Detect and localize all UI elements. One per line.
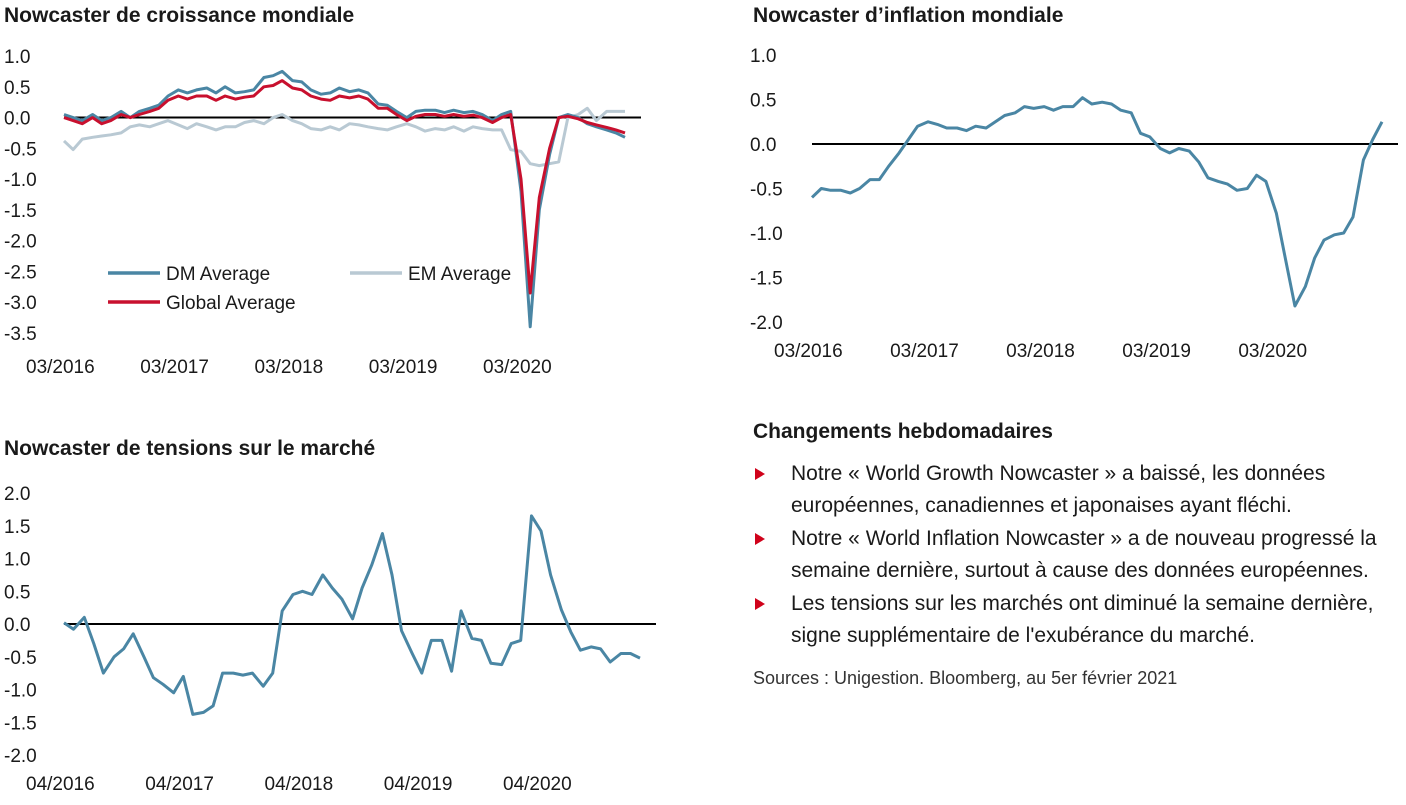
triangle-bullet-icon [755, 598, 765, 610]
y-tick-label: -0.5 [4, 139, 37, 160]
bullet-text: Notre « World Growth Nowcaster » a baiss… [791, 462, 1326, 517]
stress-series-line [63, 514, 641, 716]
source-note: Sources : Unigestion. Bloomberg, au 5er … [753, 668, 1178, 688]
y-tick-label: -1.5 [4, 713, 37, 734]
stress-chart: 2.0 1.5 1.0 0.5 0.0 -0.5 -1.0 -1.5 -2.0 04/2016 04… [4, 484, 656, 795]
triangle-bullet-icon [755, 533, 765, 545]
legend-label: DM Average [166, 264, 270, 285]
triangle-bullet-icon [755, 468, 765, 480]
x-tick-label: 03/2020 [483, 357, 552, 378]
x-tick-label: 04/2020 [503, 774, 572, 795]
y-tick-label: -2.0 [4, 746, 37, 767]
y-tick-label: -1.5 [4, 201, 37, 222]
y-tick-label: 1.0 [4, 550, 30, 571]
y-tick-label: -1.0 [4, 681, 37, 702]
y-tick-label: 0.0 [4, 109, 30, 130]
bullet-text: Les tensions sur les marchés ont diminué… [791, 592, 1374, 647]
x-tick-label: 03/2017 [890, 341, 959, 362]
x-tick-label: 04/2018 [265, 774, 334, 795]
x-tick-label: 04/2017 [145, 774, 214, 795]
x-tick-label: 03/2019 [369, 357, 438, 378]
y-tick-label: -0.5 [4, 648, 37, 669]
x-tick-label: 03/2020 [1238, 341, 1307, 362]
y-tick-label: 1.0 [4, 47, 30, 68]
y-tick-label: 1.5 [4, 517, 30, 538]
y-tick-label: 0.5 [4, 582, 30, 603]
x-tick-label: 04/2016 [26, 774, 95, 795]
inflation-chart-title: Nowcaster d’inflation mondiale [753, 4, 1064, 27]
weekly-changes-heading: Changements hebdomadaires [753, 420, 1053, 443]
y-tick-label: 0.5 [750, 91, 776, 112]
y-tick-label: 0.0 [750, 135, 776, 156]
x-tick-label: 03/2016 [774, 341, 843, 362]
x-tick-label: 04/2019 [384, 774, 453, 795]
growth-chart: 1.0 0.5 0.0 -0.5 -1.0 -1.5 -2.0 -2.5 -3.0 -3.5 03/… [4, 47, 641, 378]
em-average-series-line [62, 106, 625, 168]
legend-label: Global Average [166, 293, 296, 314]
list-item: Les tensions sur les marchés ont diminué… [753, 588, 1403, 652]
x-tick-label: 03/2016 [26, 357, 95, 378]
y-tick-label: 1.0 [750, 46, 776, 67]
inflation-series-line [810, 96, 1384, 308]
x-tick-label: 03/2018 [255, 357, 324, 378]
weekly-changes-panel: Changements hebdomadaires Notre « World … [753, 420, 1403, 689]
global-average-series-line [63, 79, 626, 295]
y-tick-label: -2.0 [750, 313, 783, 334]
y-tick-label: -3.5 [4, 324, 37, 345]
y-tick-label: -0.5 [750, 180, 783, 201]
y-tick-label: -1.5 [750, 269, 783, 290]
list-item: Notre « World Growth Nowcaster » a baiss… [753, 458, 1403, 522]
inflation-chart: 1.0 0.5 0.0 -0.5 -1.0 -1.5 -2.0 03/2016 03/2017 0… [750, 46, 1398, 362]
y-tick-label: 0.0 [4, 615, 30, 636]
dm-average-series-line [63, 69, 626, 329]
list-item: Notre « World Inflation Nowcaster » a de… [753, 523, 1403, 587]
growth-chart-title: Nowcaster de croissance mondiale [4, 4, 355, 27]
y-tick-label: -2.5 [4, 262, 37, 283]
y-tick-label: -1.0 [4, 170, 37, 191]
legend-label: EM Average [408, 264, 511, 285]
y-tick-label: -3.0 [4, 293, 37, 314]
x-tick-label: 03/2018 [1006, 341, 1075, 362]
y-tick-label: -1.0 [750, 224, 783, 245]
x-tick-label: 03/2019 [1122, 341, 1191, 362]
x-tick-label: 03/2017 [140, 357, 209, 378]
y-tick-label: 2.0 [4, 484, 30, 505]
weekly-changes-list: Notre « World Growth Nowcaster » a baiss… [753, 458, 1403, 652]
y-tick-label: 0.5 [4, 78, 30, 99]
bullet-text: Notre « World Inflation Nowcaster » a de… [791, 527, 1377, 582]
y-tick-label: -2.0 [4, 232, 37, 253]
stress-chart-title: Nowcaster de tensions sur le marché [4, 437, 376, 460]
